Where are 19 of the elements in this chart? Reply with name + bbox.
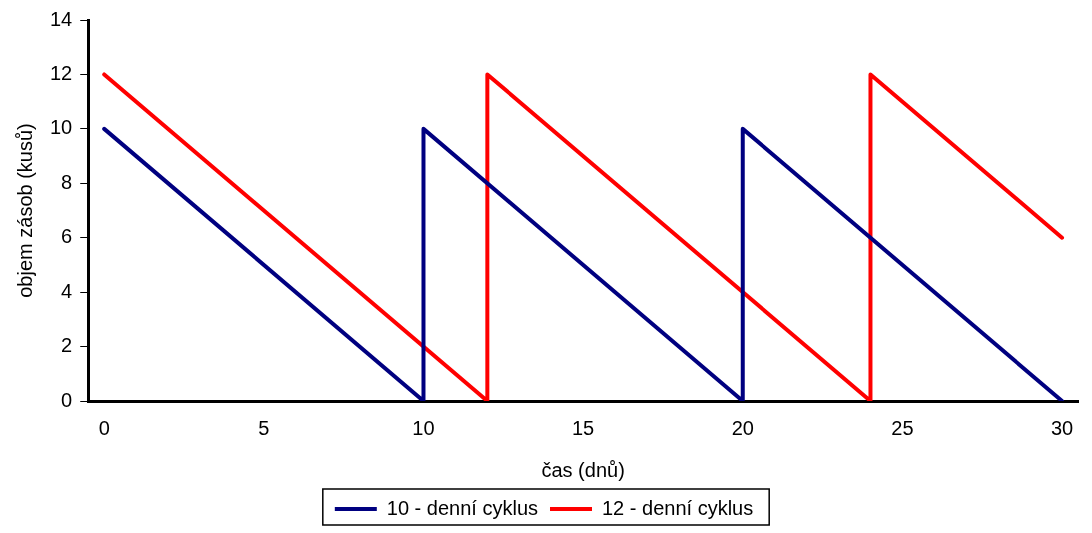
y-tick-label: 8: [61, 170, 73, 193]
x-tick-label: 10: [412, 416, 435, 439]
y-tick-label: 10: [50, 116, 73, 139]
legend-label: 10 - denní cyklus: [386, 496, 539, 519]
y-tick-label: 12: [50, 61, 73, 84]
x-tick-label: 20: [731, 416, 754, 439]
y-tick-label: 0: [61, 388, 73, 411]
x-tick-label: 15: [572, 416, 595, 439]
x-axis-title: čas (dnů): [541, 458, 625, 481]
legend-label: 12 - denní cyklus: [602, 496, 754, 519]
y-tick-label: 6: [61, 225, 73, 248]
y-axis-title: objem zásob (kusů): [13, 123, 36, 298]
y-tick-label: 14: [50, 7, 73, 30]
x-tick-label: 30: [1050, 416, 1074, 439]
y-tick-label: 4: [61, 279, 73, 302]
x-tick-label: 25: [891, 416, 914, 439]
x-tick-label: 0: [98, 416, 110, 439]
y-tick-label: 2: [61, 334, 73, 357]
x-tick-label: 5: [258, 416, 270, 439]
